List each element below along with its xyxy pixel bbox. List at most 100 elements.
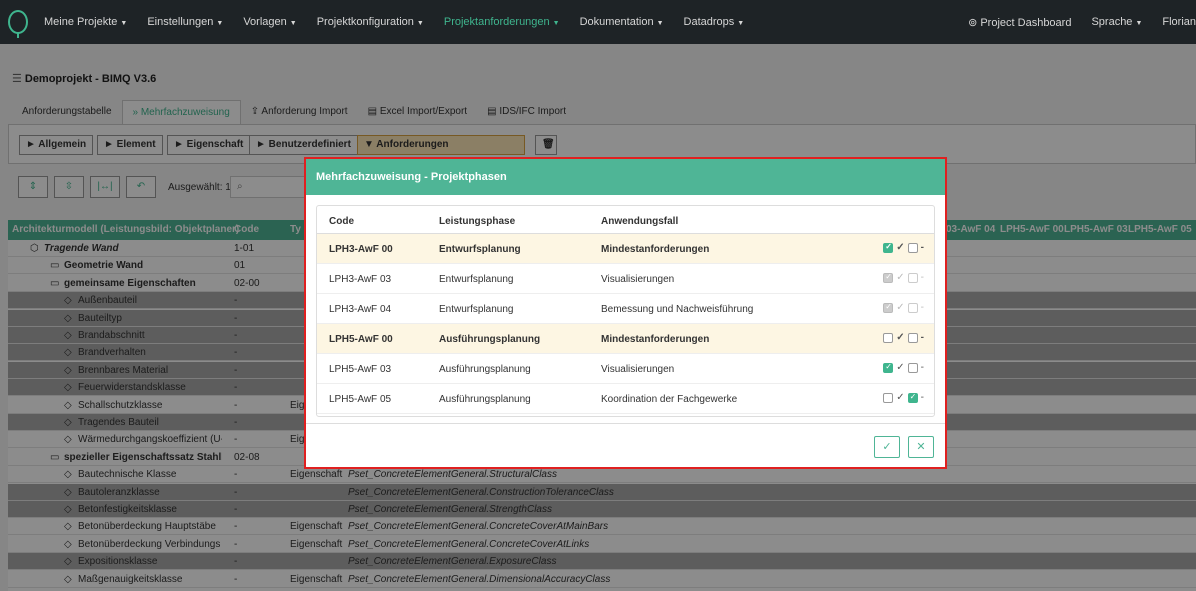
confirm-button[interactable]: ✓ bbox=[874, 436, 900, 458]
phase-row[interactable]: LPH3-AwF 03 Entwurfsplanung Visualisierung… bbox=[317, 264, 934, 294]
row-type: Eigenschaft bbox=[290, 538, 343, 550]
phase-code: LPH3-AwF 04 bbox=[329, 304, 392, 315]
phase-row[interactable]: LPH5-AwF 00 Ausführungsplanung Mindestanfo… bbox=[317, 324, 934, 354]
row-code: 01 bbox=[234, 260, 246, 272]
nav-item-projektkonfiguration[interactable]: Projektkonfiguration ▼ bbox=[317, 16, 424, 28]
tab-mehrfachzuweisung[interactable]: » Mehrfachzuweisung bbox=[121, 100, 241, 124]
chevron-down-icon: ▼ bbox=[1135, 20, 1143, 27]
check-icon: ✓ bbox=[896, 332, 905, 343]
top-navbar: Meine Projekte ▼ Einstellungen ▼ Vorlagen ▼ Pr… bbox=[0, 0, 1196, 44]
table-row[interactable]: ◇ Expositionsklasse - Pset_ConcreteElementG… bbox=[8, 553, 1196, 571]
row-code: - bbox=[234, 399, 238, 411]
tag-icon: ◇ bbox=[64, 364, 72, 376]
column-header-lph5-awf03[interactable]: LPH5-AwF 03 bbox=[1064, 224, 1128, 235]
nav-item-vorlagen[interactable]: Vorlagen ▼ bbox=[243, 16, 296, 28]
fit-columns-button[interactable]: |↔| bbox=[90, 176, 120, 198]
phase-usecase: Koordination der Fachgewerke bbox=[601, 394, 738, 405]
phase-usecase: Bemessung und Nachweisführung bbox=[601, 304, 754, 315]
app-logo-icon[interactable] bbox=[8, 10, 28, 38]
unassign-checkbox[interactable] bbox=[907, 302, 918, 313]
table-row[interactable]: ◇ Maßgenauigkeitsklasse - Eigenschaft Pset_C… bbox=[8, 571, 1196, 588]
tab-ids-ifc-import[interactable]: ▤ IDS/IFC Import bbox=[487, 106, 566, 117]
tab-excel-import-export[interactable]: ▤ Excel Import/Export bbox=[367, 106, 468, 117]
phase-row[interactable]: LPH3-AwF 00 Entwurfsplanung Mindestanforde… bbox=[317, 234, 934, 264]
unassign-checkbox[interactable] bbox=[907, 272, 918, 283]
column-header-lph5-awf05[interactable]: LPH5-AwF 05 bbox=[1128, 224, 1192, 235]
phase-code: LPH5-AwF 05 bbox=[329, 394, 392, 405]
tab-bar: Anforderungstabelle » Mehrfachzuweisung … bbox=[12, 100, 576, 124]
tag-icon: ◇ bbox=[64, 486, 72, 498]
column-header-lph3-awf04[interactable]: 03-AwF 04 bbox=[946, 224, 996, 235]
delete-filter-button[interactable]: 🗑 bbox=[535, 135, 557, 155]
table-row[interactable]: ◇ Betonüberdeckung Verbindungs - Eigenschaf… bbox=[8, 536, 1196, 553]
file-icon: ▤ bbox=[487, 106, 500, 117]
unassign-checkbox[interactable] bbox=[907, 242, 918, 253]
tag-icon: ◇ bbox=[64, 521, 72, 533]
phase-name: Entwurfsplanung bbox=[439, 304, 514, 315]
phase-selection: ✓- bbox=[883, 392, 924, 403]
table-row[interactable]: ◇ Bautoleranzklasse - Pset_ConcreteElementG… bbox=[8, 483, 1196, 501]
phase-row[interactable]: LPH5-AwF 05 Ausführungsplanung Koordinatio… bbox=[317, 384, 934, 414]
hamburger-icon[interactable]: ☰ bbox=[12, 73, 22, 85]
phase-usecase: Visualisierungen bbox=[601, 364, 675, 375]
phase-name: Ausführungsplanung bbox=[439, 334, 541, 345]
nav-item-einstellungen[interactable]: Einstellungen ▼ bbox=[147, 16, 223, 28]
phase-row[interactable]: LPH5-AwF 03 Ausführungsplanung Visualisier… bbox=[317, 354, 934, 384]
phase-code: LPH3-AwF 03 bbox=[329, 274, 392, 285]
filter-anforderungen-button[interactable]: ▼ Anforderungen bbox=[357, 135, 525, 155]
table-row[interactable]: ◇ Bautechnische Klasse - Eigenschaft Pset_Co… bbox=[8, 466, 1196, 484]
row-pset: Pset_ConcreteElementGeneral.ConcreteCove… bbox=[348, 521, 609, 533]
collapse-all-button[interactable]: ⇳ bbox=[54, 176, 84, 198]
nav-item-meine-projekte[interactable]: Meine Projekte ▼ bbox=[44, 16, 127, 28]
row-pset: Pset_ConcreteElementGeneral.ExposureClas… bbox=[348, 556, 557, 568]
user-menu[interactable]: Florian bbox=[1162, 16, 1196, 28]
check-icon: ✓ bbox=[896, 272, 905, 283]
project-dashboard-link[interactable]: ⊚ Project Dashboard bbox=[968, 16, 1072, 29]
column-header-code[interactable]: Code bbox=[234, 224, 259, 235]
column-header-phase: Leistungsphase bbox=[439, 216, 516, 227]
unassign-checkbox[interactable] bbox=[907, 392, 918, 403]
tab-anforderungstabelle[interactable]: Anforderungstabelle bbox=[22, 106, 112, 117]
chevron-down-icon: ▼ bbox=[656, 20, 664, 27]
row-code: - bbox=[234, 573, 238, 585]
filter-element-button[interactable]: ► Element bbox=[97, 135, 163, 155]
row-code: - bbox=[234, 469, 238, 481]
nav-item-projektanforderungen[interactable]: Projektanforderungen ▼ bbox=[444, 16, 560, 28]
row-code: - bbox=[234, 347, 238, 359]
tab-anforderung-import[interactable]: ⇪ Anforderung Import bbox=[250, 106, 348, 117]
reset-button[interactable]: ↶ bbox=[126, 176, 156, 198]
row-type: Eigenschaft bbox=[290, 469, 343, 481]
row-code: - bbox=[234, 312, 238, 324]
assign-checkbox[interactable] bbox=[883, 332, 894, 343]
column-header-model[interactable]: Architekturmodell (Leistungsbild: Objekt… bbox=[12, 224, 240, 235]
row-name: Wärmedurchgangskoeffizient (U-1 bbox=[78, 434, 222, 446]
language-menu[interactable]: Sprache ▼ bbox=[1091, 16, 1143, 28]
phase-row[interactable]: LPH3-AwF 04 Entwurfsplanung Bemessung und … bbox=[317, 294, 934, 324]
nav-item-dokumentation[interactable]: Dokumentation ▼ bbox=[580, 16, 664, 28]
assign-checkbox[interactable] bbox=[883, 272, 894, 283]
expand-all-button[interactable]: ⇕ bbox=[18, 176, 48, 198]
column-header-lph5-awf00[interactable]: LPH5-AwF 00 bbox=[1000, 224, 1064, 235]
table-row[interactable]: ◇ Betonfestigkeitsklasse - Pset_ConcreteEle… bbox=[8, 501, 1196, 518]
minus-icon: - bbox=[920, 242, 924, 253]
filter-allgemein-button[interactable]: ► Allgemein bbox=[19, 135, 94, 155]
unassign-checkbox[interactable] bbox=[907, 362, 918, 373]
row-type: Eig bbox=[290, 434, 305, 446]
assign-checkbox[interactable] bbox=[883, 362, 894, 373]
cancel-button[interactable]: ✕ bbox=[908, 436, 934, 458]
tag-icon: ◇ bbox=[64, 573, 72, 585]
tag-icon: ◇ bbox=[64, 417, 72, 428]
phase-usecase: Visualisierungen bbox=[601, 274, 675, 285]
phase-name: Ausführungsplanung bbox=[439, 394, 531, 405]
unassign-checkbox[interactable] bbox=[907, 332, 918, 343]
assign-checkbox[interactable] bbox=[883, 242, 894, 253]
nav-item-label: Einstellungen bbox=[147, 16, 214, 28]
assign-checkbox[interactable] bbox=[883, 302, 894, 313]
row-pset: Pset_ConcreteElementGeneral.ConcreteCove… bbox=[348, 538, 590, 550]
tag-icon: ◇ bbox=[64, 556, 72, 568]
table-row[interactable]: ◇ Betonüberdeckung Hauptstäbe - Eigenschaft… bbox=[8, 518, 1196, 536]
nav-item-label: Dokumentation bbox=[579, 16, 654, 28]
nav-item-datadrops[interactable]: Datadrops ▼ bbox=[684, 16, 745, 28]
assign-checkbox[interactable] bbox=[883, 392, 894, 403]
column-header-type[interactable]: Ty bbox=[290, 224, 301, 235]
